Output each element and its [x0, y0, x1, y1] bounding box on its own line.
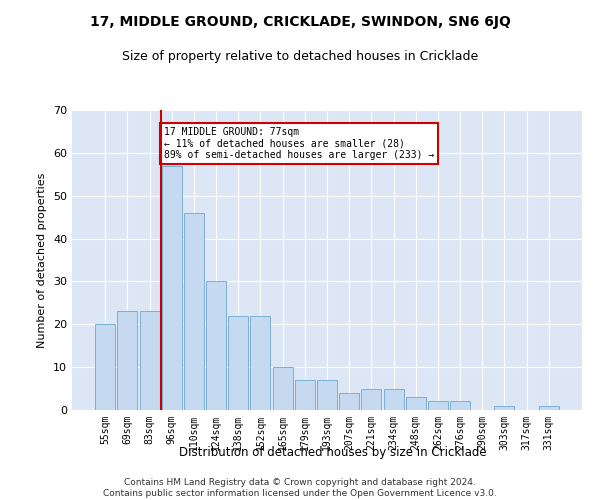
- Text: 17 MIDDLE GROUND: 77sqm
← 11% of detached houses are smaller (28)
89% of semi-de: 17 MIDDLE GROUND: 77sqm ← 11% of detache…: [164, 127, 434, 160]
- Bar: [406, 397, 426, 410]
- Bar: [118, 312, 137, 410]
- Bar: [428, 402, 448, 410]
- Bar: [539, 406, 559, 410]
- Bar: [361, 388, 382, 410]
- Bar: [250, 316, 271, 410]
- Text: Distribution of detached houses by size in Cricklade: Distribution of detached houses by size …: [179, 446, 487, 459]
- Bar: [272, 367, 293, 410]
- Bar: [95, 324, 115, 410]
- Text: Contains HM Land Registry data © Crown copyright and database right 2024.
Contai: Contains HM Land Registry data © Crown c…: [103, 478, 497, 498]
- Bar: [383, 388, 404, 410]
- Bar: [140, 312, 160, 410]
- Bar: [339, 393, 359, 410]
- Y-axis label: Number of detached properties: Number of detached properties: [37, 172, 47, 348]
- Text: 17, MIDDLE GROUND, CRICKLADE, SWINDON, SN6 6JQ: 17, MIDDLE GROUND, CRICKLADE, SWINDON, S…: [89, 15, 511, 29]
- Bar: [295, 380, 315, 410]
- Bar: [317, 380, 337, 410]
- Bar: [450, 402, 470, 410]
- Bar: [206, 282, 226, 410]
- Bar: [184, 213, 204, 410]
- Bar: [162, 166, 182, 410]
- Bar: [494, 406, 514, 410]
- Bar: [228, 316, 248, 410]
- Text: Size of property relative to detached houses in Cricklade: Size of property relative to detached ho…: [122, 50, 478, 63]
